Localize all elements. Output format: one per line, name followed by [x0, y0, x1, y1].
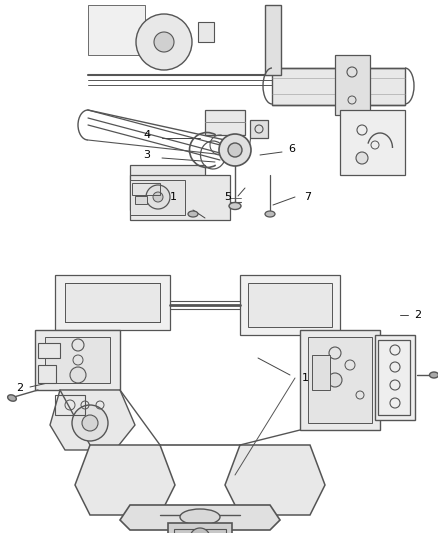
Ellipse shape	[229, 203, 241, 209]
Circle shape	[356, 152, 368, 164]
Circle shape	[228, 143, 242, 157]
Polygon shape	[308, 337, 372, 423]
Circle shape	[146, 185, 170, 209]
Polygon shape	[375, 335, 415, 420]
Bar	[38, 365, 56, 383]
Polygon shape	[248, 283, 332, 327]
Ellipse shape	[188, 211, 198, 217]
Polygon shape	[75, 445, 175, 515]
Bar	[55, 395, 85, 415]
Text: 4: 4	[143, 130, 151, 140]
Ellipse shape	[265, 211, 275, 217]
Bar	[174, 529, 226, 533]
Bar	[38, 343, 60, 358]
Circle shape	[219, 134, 251, 166]
Polygon shape	[240, 275, 340, 335]
Ellipse shape	[430, 372, 438, 378]
Polygon shape	[130, 165, 205, 210]
Polygon shape	[300, 330, 380, 430]
Bar	[265, 5, 281, 75]
Text: 7: 7	[304, 192, 311, 202]
Polygon shape	[65, 283, 160, 322]
Bar	[168, 523, 232, 533]
Bar	[135, 196, 147, 204]
Circle shape	[190, 528, 210, 533]
Bar	[378, 340, 410, 415]
Polygon shape	[205, 110, 245, 135]
Bar	[250, 120, 268, 138]
Text: 1: 1	[170, 192, 177, 202]
Circle shape	[153, 192, 163, 202]
Polygon shape	[88, 5, 145, 55]
Text: 2: 2	[17, 383, 24, 393]
Bar	[312, 355, 330, 390]
Text: 1: 1	[301, 373, 308, 383]
Ellipse shape	[7, 395, 16, 401]
Circle shape	[82, 415, 98, 431]
Polygon shape	[55, 275, 170, 330]
Polygon shape	[120, 505, 280, 530]
Polygon shape	[340, 110, 405, 175]
Circle shape	[154, 32, 174, 52]
Text: 5: 5	[225, 192, 232, 202]
Bar	[198, 22, 214, 42]
Ellipse shape	[180, 509, 220, 525]
Bar	[132, 183, 160, 195]
Circle shape	[328, 373, 342, 387]
Polygon shape	[130, 175, 230, 220]
Text: 3: 3	[144, 150, 151, 160]
Polygon shape	[130, 180, 185, 215]
Text: 6: 6	[289, 144, 296, 154]
Text: 2: 2	[414, 310, 421, 320]
Circle shape	[70, 367, 86, 383]
Polygon shape	[35, 330, 120, 390]
Polygon shape	[335, 55, 370, 115]
Circle shape	[136, 14, 192, 70]
Polygon shape	[50, 390, 135, 450]
Polygon shape	[225, 445, 325, 515]
Polygon shape	[272, 68, 405, 105]
Polygon shape	[45, 337, 110, 383]
Circle shape	[72, 405, 108, 441]
